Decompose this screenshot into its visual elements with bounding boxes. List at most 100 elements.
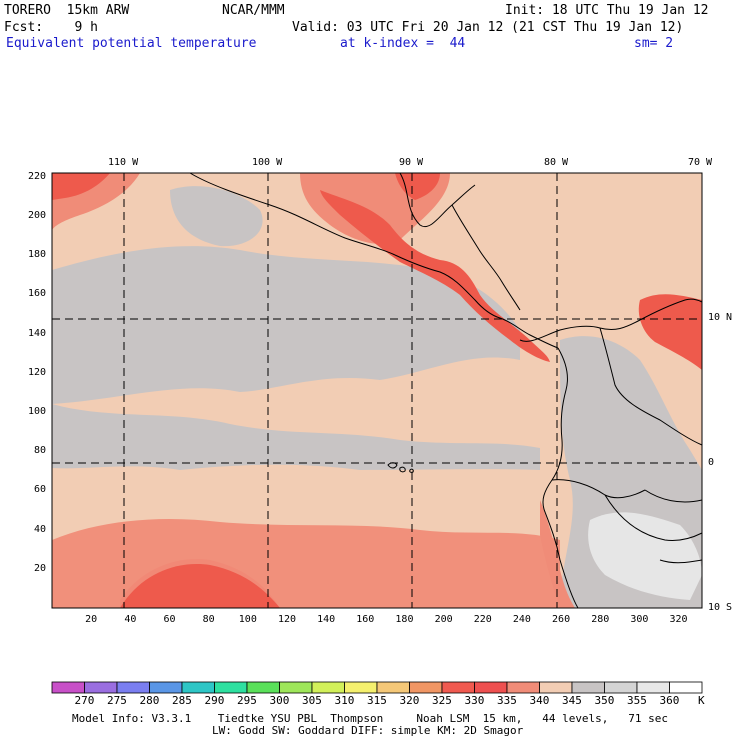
colorbar-label: 295 — [237, 694, 257, 707]
coast-central-america — [394, 254, 559, 349]
colorbar — [51, 681, 703, 694]
colorbar-label: 340 — [529, 694, 550, 707]
colorbar-swatch — [604, 681, 638, 694]
colorbar-swatch — [474, 681, 508, 694]
y-tick-label: 120 — [27, 366, 46, 378]
coast-mexico — [189, 172, 396, 256]
x-tick-label: 240 — [512, 614, 531, 625]
colorbar-swatch — [311, 681, 345, 694]
colorbar-swatch — [506, 681, 540, 694]
x-tick-label: 140 — [317, 614, 336, 625]
x-tick-label: 40 — [124, 614, 137, 625]
model-title: TORERO 15km ARW — [4, 3, 130, 18]
colorbar-label: 300 — [269, 694, 290, 707]
y-tick-label: 100 — [27, 406, 46, 418]
x-tick-label: 60 — [163, 614, 176, 625]
lon-label-110w: 110 W — [108, 157, 139, 168]
coast-central-america-n — [451, 204, 521, 311]
x-tick-label: 180 — [395, 614, 414, 625]
colorbar-swatch — [279, 681, 313, 694]
border-brazil — [644, 489, 703, 503]
colorbar-label: 270 — [74, 694, 95, 707]
colorbar-swatch — [409, 681, 443, 694]
lon-label-70w: 70 W — [688, 157, 713, 168]
field-gray-belt — [52, 404, 540, 470]
border-colombia — [599, 327, 703, 446]
field-red-nw2 — [52, 173, 110, 200]
colorbar-swatch — [539, 681, 573, 694]
colorbar-label: 305 — [302, 694, 322, 707]
colorbar-label: 285 — [172, 694, 192, 707]
colorbar-swatch — [214, 681, 248, 694]
init-time: Init: 18 UTC Thu 19 Jan 12 — [505, 3, 709, 18]
y-tick-label: 80 — [33, 445, 46, 457]
x-tick-label: 320 — [669, 614, 688, 625]
colorbar-label: 350 — [594, 694, 615, 707]
y-tick-label: 200 — [27, 210, 46, 222]
colorbar-swatch — [441, 681, 475, 694]
colorbar-label: 315 — [367, 694, 387, 707]
y-tick-label: 60 — [33, 484, 46, 496]
field-red-venezuela — [638, 294, 702, 370]
colorbar-label: 360 — [659, 694, 680, 707]
colorbar-swatch — [84, 681, 118, 694]
colorbar-label: 345 — [562, 694, 582, 707]
x-tick-label: 300 — [630, 614, 649, 625]
colorbar-swatch — [571, 681, 605, 694]
lat-label-10n: 10 N — [708, 312, 733, 323]
level-label: at k-index = 44 — [340, 36, 466, 51]
colorbar-unit: K — [698, 694, 705, 707]
y-tick-label: 160 — [27, 288, 46, 300]
coast-venezuela — [639, 298, 703, 321]
y-tick-label: 180 — [27, 249, 46, 261]
colorbar-swatch — [669, 681, 703, 694]
y-tick-label: 140 — [27, 327, 46, 339]
field-gray-nw — [170, 186, 263, 247]
colorbar-label: 330 — [464, 694, 485, 707]
colorbar-label: 320 — [399, 694, 420, 707]
y-tick-label: 220 — [27, 170, 46, 182]
physics-info: LW: Godd SW: Goddard DIFF: simple KM: 2D… — [212, 724, 524, 737]
colorbar-swatch — [51, 681, 85, 694]
lon-label-100w: 100 W — [252, 157, 283, 168]
field-red-peru — [540, 500, 575, 608]
plot-frame — [51, 172, 703, 609]
valid-time: Valid: 03 UTC Fri 20 Jan 12 (21 CST Thu … — [292, 20, 684, 35]
colorbar-label: 325 — [432, 694, 452, 707]
colorbar-label: 275 — [107, 694, 127, 707]
lat-label-0: 0 — [708, 457, 715, 468]
field-gray-north — [52, 246, 520, 404]
field-red-south2 — [120, 564, 280, 608]
x-tick-label: 260 — [552, 614, 571, 625]
border-peru-bolivia — [659, 559, 703, 564]
border-peru — [604, 494, 703, 541]
forecast-hour: Fcst: 9 h — [4, 20, 98, 35]
colorbar-label: 355 — [627, 694, 647, 707]
galapagos — [387, 462, 414, 473]
colorbar-label: 335 — [497, 694, 517, 707]
y-tick-label: 20 — [33, 562, 46, 574]
x-tick-label: 120 — [277, 614, 296, 625]
x-tick-label: 20 — [85, 614, 98, 625]
colorbar-swatch — [376, 681, 410, 694]
colorbar-label: 310 — [334, 694, 355, 707]
lat-label-10s: 10 S — [708, 602, 733, 613]
colorbar-label: 290 — [204, 694, 225, 707]
colorbar-label: 280 — [139, 694, 160, 707]
x-tick-label: 100 — [238, 614, 257, 625]
x-tick-label: 160 — [356, 614, 375, 625]
lon-label-90w: 90 W — [399, 157, 424, 168]
y-tick-label: 40 — [33, 523, 46, 535]
colorbar-swatch — [246, 681, 280, 694]
smoothing-label: sm= 2 — [634, 36, 674, 51]
colorbar-swatch — [116, 681, 150, 694]
coast-gulf — [399, 172, 476, 228]
center-label: NCAR/MMM — [222, 3, 285, 18]
colorbar-swatch — [636, 681, 670, 694]
model-info: Model Info: V3.3.1 Tiedtke YSU PBL Thomp… — [72, 712, 669, 725]
field-lightgray — [588, 512, 702, 600]
lon-label-80w: 80 W — [544, 157, 569, 168]
coast-panama — [519, 319, 641, 342]
colorbar-swatch — [149, 681, 183, 694]
x-tick-label: 80 — [202, 614, 215, 625]
